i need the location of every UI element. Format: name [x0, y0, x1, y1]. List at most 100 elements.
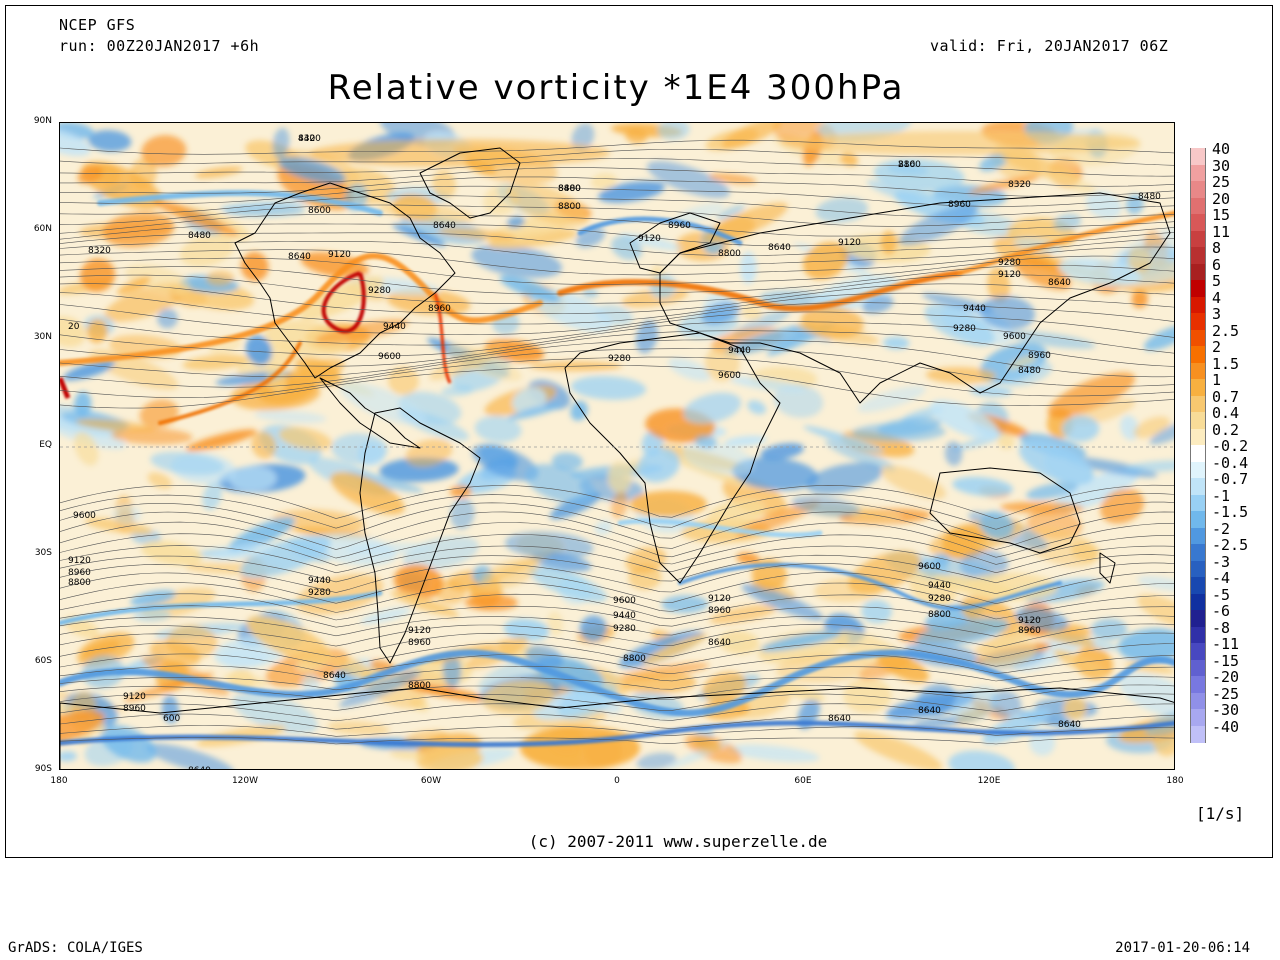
contour-label: 8960: [123, 704, 146, 714]
copyright: (c) 2007-2011 www.superzelle.de: [528, 832, 828, 851]
contour-label: 9440: [308, 576, 331, 586]
contour-label: 8480: [1138, 192, 1161, 202]
colorbar-swatch: [1190, 346, 1206, 363]
colorbar-label: 0.7: [1212, 387, 1240, 406]
contour-label: 8480: [558, 184, 581, 194]
contour-label: 9120: [328, 250, 351, 260]
colorbar-label: 2: [1212, 338, 1222, 356]
colorbar-label: -25: [1212, 684, 1240, 703]
colorbar-swatch: [1190, 362, 1206, 380]
colorbar-label: 1: [1212, 371, 1222, 389]
contour-label: 9280: [613, 624, 636, 634]
lon-label: 60E: [794, 776, 812, 786]
contour-label: 8640: [433, 221, 456, 231]
contour-label: 8960: [668, 221, 691, 231]
colorbar-swatch: [1190, 494, 1206, 512]
lon-label: 180: [50, 776, 68, 786]
colorbar-swatch: [1190, 164, 1206, 182]
lat-label: 90N: [33, 116, 52, 126]
valid-time: valid: Fri, 20JAN2017 06Z: [930, 37, 1169, 55]
colorbar-swatch: [1190, 214, 1206, 231]
colorbar-label: 0.2: [1212, 420, 1240, 439]
contour-label: 9120: [838, 238, 861, 248]
contour-label: 8320: [88, 246, 111, 256]
colorbar-label: -1: [1212, 486, 1231, 505]
colorbar-swatch: [1190, 379, 1206, 396]
contour-label: 9600: [73, 511, 96, 521]
lon-label: 0: [614, 776, 620, 786]
contour-label: 8640: [1048, 278, 1071, 288]
contour-label: 9280: [368, 286, 391, 296]
timestamp: 2017-01-20-06:14: [1115, 940, 1250, 956]
contour-label: 8960: [408, 638, 431, 648]
contour-label: 9120: [68, 556, 91, 566]
colorbar-label: -30: [1212, 701, 1240, 719]
colorbar-label: 25: [1212, 173, 1231, 191]
colorbar-label: -3: [1212, 552, 1231, 571]
contour-label: 8640: [188, 766, 211, 770]
colorbar-swatch: [1190, 544, 1206, 561]
contour-label: 9120: [998, 270, 1021, 280]
colorbar-label: -0.7: [1212, 470, 1249, 488]
contour-label: 9600: [378, 352, 401, 362]
colorbar-swatch: [1190, 296, 1206, 314]
contour-label: 9120: [638, 234, 661, 244]
colorbar-label: 30: [1212, 156, 1231, 175]
colorbar-label: -4: [1212, 569, 1231, 587]
colorbar-swatch: [1190, 181, 1206, 198]
lat-label: 30S: [34, 548, 52, 558]
colorbar-swatch: [1190, 412, 1206, 429]
contour-label: 8960: [68, 568, 91, 578]
colorbar-swatch: [1190, 527, 1206, 545]
colorbar-label: -0.2: [1212, 437, 1249, 455]
colorbar-label: 2.5: [1212, 321, 1240, 340]
colorbar-swatch: [1190, 725, 1206, 743]
contour-label: 8800: [718, 249, 741, 259]
contour-label: 8600: [308, 206, 331, 216]
colorbar-swatch: [1190, 593, 1206, 611]
contour-label: 9120: [408, 626, 431, 636]
colorbar-swatch: [1190, 478, 1206, 495]
contour-label: 8800: [68, 578, 91, 588]
contour-label: 9440: [383, 322, 406, 332]
contour-label: 600: [163, 714, 180, 724]
colorbar-label: -1.5: [1212, 503, 1249, 521]
colorbar-label: 40: [1212, 140, 1231, 158]
colorbar-swatch: [1190, 560, 1206, 578]
lat-label: 90S: [34, 764, 52, 774]
contour-label: 280: [898, 160, 915, 170]
contour-label: 9280: [998, 258, 1021, 268]
colorbar-label: 6: [1212, 255, 1222, 274]
contour-label: 9440: [728, 346, 751, 356]
colorbar-label: -11: [1212, 635, 1240, 653]
colorbar-swatch: [1190, 692, 1206, 710]
colorbar-label: 0.4: [1212, 404, 1240, 422]
contour-label: 9440: [613, 611, 636, 621]
lat-label: 60S: [34, 656, 52, 666]
contour-label: 8800: [558, 202, 581, 212]
contour-label: 9600: [918, 562, 941, 572]
colorbar-label: 8: [1212, 239, 1222, 257]
colorbar-swatch: [1190, 577, 1206, 594]
contour-label: 8800: [558, 184, 581, 194]
colorbar-swatch: [1190, 626, 1206, 644]
contour-label: 9280: [928, 594, 951, 604]
model-name: NCEP GFS: [59, 16, 136, 34]
colorbar-label: 4: [1212, 288, 1222, 307]
contour-label: 20: [68, 322, 80, 332]
colorbar-swatch: [1190, 395, 1206, 413]
lon-label: 120E: [977, 776, 1001, 786]
colorbar-label: -15: [1212, 651, 1240, 670]
lat-label: EQ: [39, 440, 52, 450]
colorbar-swatch: [1190, 263, 1206, 281]
contour-label: 440: [298, 134, 315, 144]
colorbar-swatch: [1190, 329, 1206, 347]
run-time: run: 00Z20JAN2017 +6h: [59, 37, 260, 55]
contour-label: 9280: [953, 324, 976, 334]
units-label: [1/s]: [1196, 804, 1245, 823]
lon-label: 120W: [231, 776, 259, 786]
lon-label: 60W: [420, 776, 442, 786]
contour-label: 8480: [1018, 366, 1041, 376]
contour-label: 9120: [708, 594, 731, 604]
